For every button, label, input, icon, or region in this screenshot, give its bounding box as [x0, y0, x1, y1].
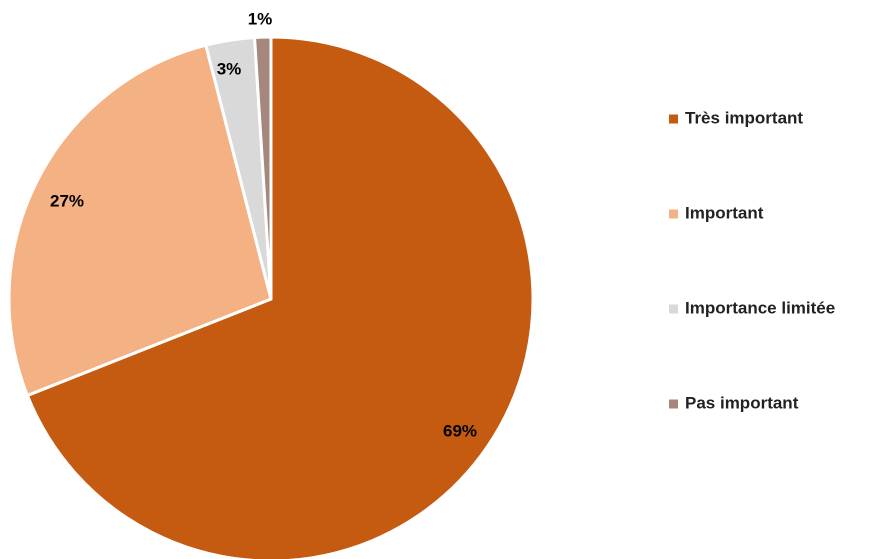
data-label-importance-limitee: 3% [217, 59, 242, 78]
legend-item-important: Important [669, 203, 764, 222]
legend-label: Important [685, 203, 764, 222]
legend-label: Très important [685, 108, 803, 127]
legend: Très important Important Importance limité… [669, 108, 835, 412]
legend-item-importance-limitee: Importance limitée [669, 298, 835, 317]
legend-swatch [669, 304, 678, 314]
legend-swatch [669, 209, 678, 219]
data-label-pas-important: 1% [248, 9, 273, 28]
legend-label: Pas important [685, 393, 799, 412]
legend-swatch [669, 399, 678, 409]
legend-item-pas-important: Pas important [669, 393, 799, 412]
pie-slice-important [7, 43, 273, 397]
pie-slice-tres-important [25, 35, 535, 559]
legend-item-tres-important: Très important [669, 108, 803, 127]
legend-label: Importance limitée [685, 298, 835, 317]
pie-slices [7, 35, 535, 559]
slice-labels: 69% 27% 3% 1% [50, 9, 477, 440]
data-label-important: 27% [50, 191, 84, 210]
data-label-tres-important: 69% [443, 421, 477, 440]
legend-swatch [669, 114, 678, 124]
pie-slice-pas-important [253, 35, 273, 301]
